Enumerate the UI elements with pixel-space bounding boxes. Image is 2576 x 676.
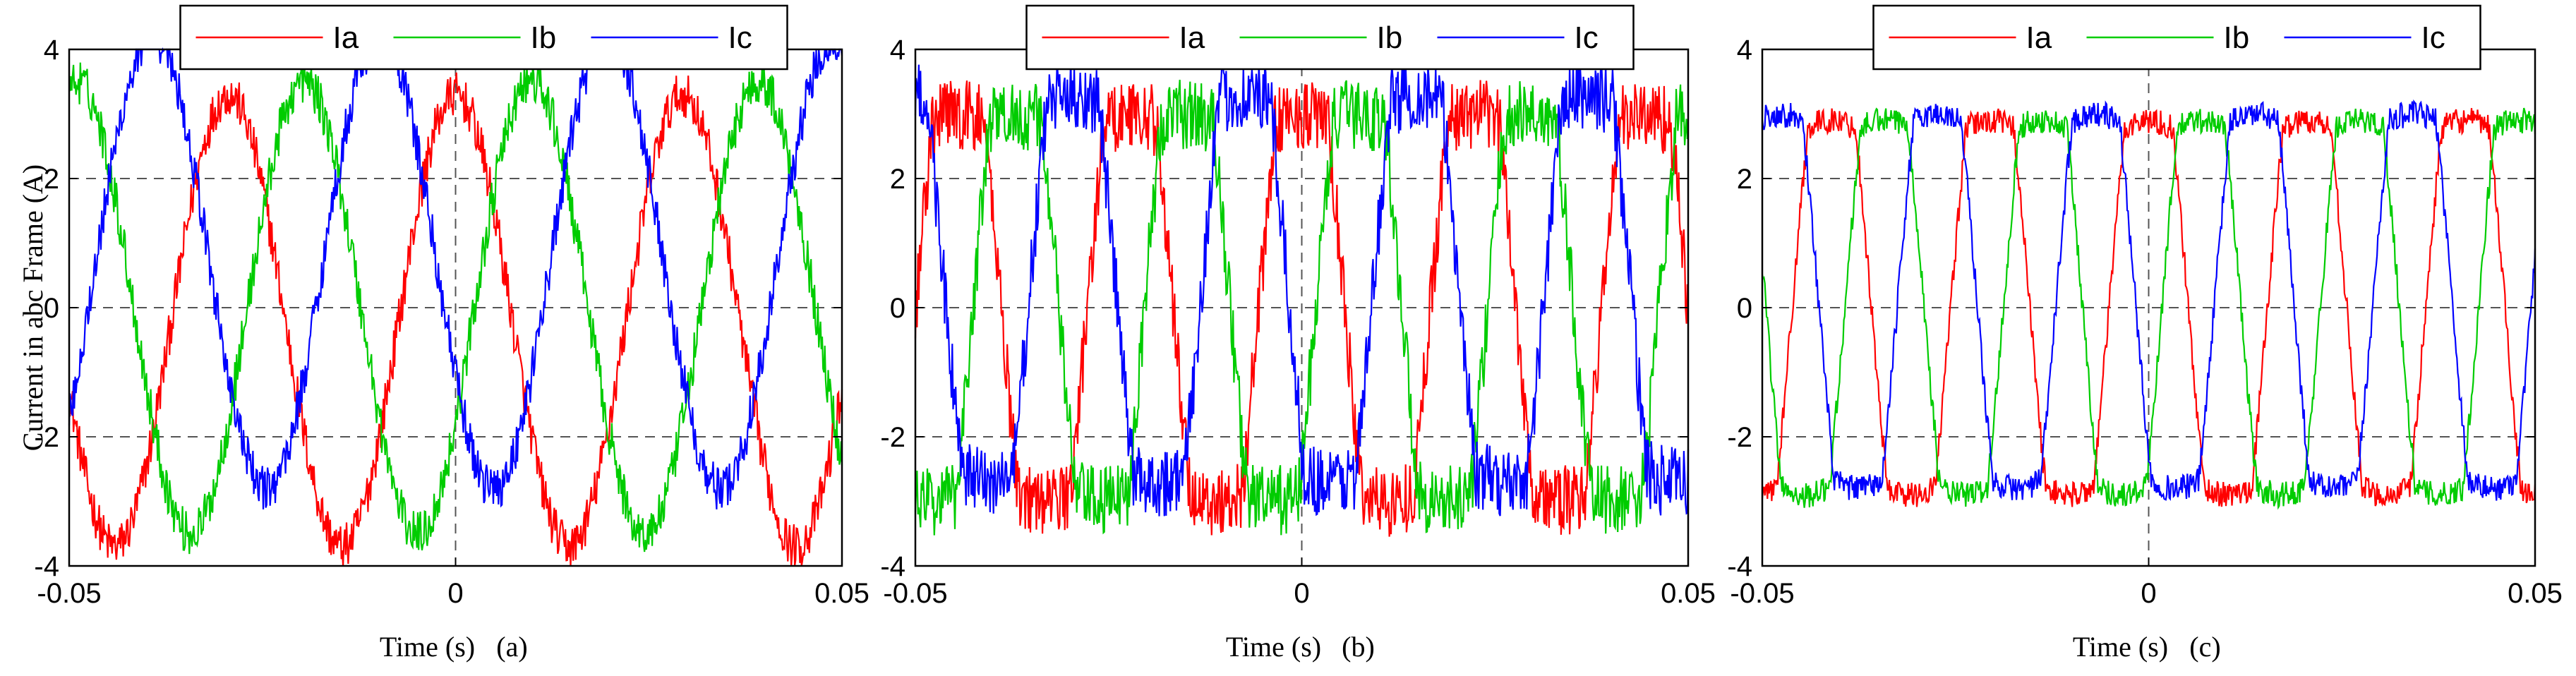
y-tick-label: 0 — [1737, 293, 1752, 324]
x-tick-label: 0.05 — [1661, 578, 1716, 609]
x-axis-label: Time (s) — [1226, 631, 1321, 663]
y-tick-label: 4 — [1737, 35, 1752, 66]
x-tick-label: 0.05 — [2508, 578, 2563, 609]
y-tick-label: 4 — [890, 35, 905, 66]
legend-label-ib: Ib — [2224, 20, 2250, 55]
legend-label-ic: Ic — [1575, 20, 1599, 55]
series-line-ia — [68, 72, 843, 567]
legend-label-ic: Ic — [728, 20, 752, 55]
series-line-ic — [914, 60, 1690, 517]
panel-label: (c) — [2189, 631, 2220, 663]
y-tick-label: -2 — [1727, 422, 1752, 453]
y-tick-label: -4 — [1727, 551, 1752, 582]
y-tick-label: -4 — [34, 551, 59, 582]
chart-panel-1: -4 -2 0 2 4 -0.05 0 0.05 Time (s) (a) Ia Ib Ic — [34, 4, 869, 663]
y-tick-label: 2 — [1737, 164, 1752, 195]
panel-label: (a) — [496, 631, 527, 663]
legend-label-ia: Ia — [1179, 20, 1205, 55]
x-axis-label: Time (s) — [380, 631, 475, 663]
y-tick-label: -4 — [880, 551, 905, 582]
y-tick-label: 2 — [890, 164, 905, 195]
panel-label: (b) — [1342, 631, 1375, 663]
x-tick-label: 0 — [2141, 578, 2156, 609]
legend-label-ib: Ib — [1377, 20, 1403, 55]
x-tick-label: 0 — [1294, 578, 1309, 609]
x-tick-label: -0.05 — [37, 578, 101, 609]
x-tick-label: 0 — [447, 578, 463, 609]
series-line-ia — [1761, 107, 2536, 507]
x-tick-label: 0.05 — [814, 578, 869, 609]
legend: Ia Ib Ic — [1025, 4, 1635, 71]
legend-label-ic: Ic — [2421, 20, 2445, 55]
y-tick-label: 2 — [44, 164, 59, 195]
legend-label-ia: Ia — [333, 20, 359, 55]
y-axis-label: Current in abc Frame (A) — [17, 164, 49, 452]
x-axis-label: Time (s) — [2073, 631, 2168, 663]
y-tick-label: -2 — [880, 422, 905, 453]
x-tick-label: -0.05 — [1730, 578, 1794, 609]
x-tick-label: -0.05 — [883, 578, 947, 609]
series-line-ic — [1761, 99, 2536, 501]
legend: Ia Ib Ic — [1872, 4, 2481, 71]
y-tick-label: 4 — [44, 35, 59, 66]
chart-panel-2: -4 -2 0 2 4 -0.05 0 0.05 Time (s) (b) Ia Ib Ic — [880, 4, 1716, 663]
y-tick-label: -2 — [34, 422, 59, 453]
series-line-ia — [914, 80, 1690, 537]
chart-panel-3: -4 -2 0 2 4 -0.05 0 0.05 Time (s) (c) Ia Ib Ic — [1727, 4, 2563, 663]
legend-label-ib: Ib — [531, 20, 557, 55]
y-tick-label: 0 — [890, 293, 905, 324]
y-tick-label: 0 — [44, 293, 59, 324]
series-line-ic — [68, 47, 843, 509]
legend: Ia Ib Ic — [179, 4, 788, 71]
series-line-ib — [68, 61, 843, 555]
legend-label-ia: Ia — [2026, 20, 2052, 55]
